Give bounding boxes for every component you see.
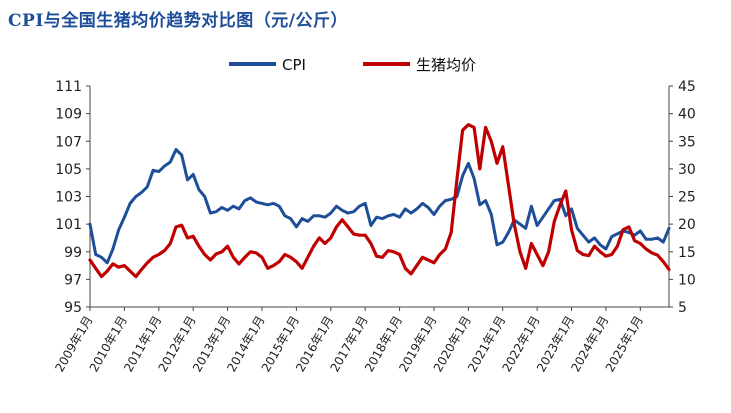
axes: 95 97 99 101 103 105 107 109 111 5 10 15 20 25 30 35 40 4… [52,79,695,374]
y-right-tick-label: 15 [678,245,696,261]
y-left-tick-label: 103 [55,190,82,206]
legend-cpi-label: CPI [282,56,306,74]
y-left-tick-label: 95 [64,300,82,316]
y-left-tick-label: 111 [55,79,82,95]
series-group [88,123,671,279]
y-right-tick-label: 35 [678,134,696,150]
y-right-tick-label: 20 [678,217,696,233]
y-left-tick-label: 101 [55,217,82,233]
y-right-tick-label: 30 [678,162,696,178]
legend-hog-label: 生猪均价 [416,56,476,74]
chart-title: CPI与全国生猪均价趋势对比图（元/公斤） [8,11,348,31]
y-left-tick-label: 99 [64,245,82,261]
y-right-tick-label: 40 [678,107,696,123]
y-left-tick-label: 97 [64,272,82,288]
legend: CPI 生猪均价 [229,56,476,74]
cpi-series-line [88,148,671,265]
y-right-tick-label: 25 [678,190,696,206]
y-left-tick-label: 105 [55,162,82,178]
y-right-tick-label: 5 [678,300,687,316]
y-right-tick-label: 45 [678,79,696,95]
y-left-tick-label: 109 [55,107,82,123]
y-right-tick-label: 10 [678,272,696,288]
hog-price-series-line [88,123,671,279]
y-left-tick-label: 107 [55,134,82,150]
